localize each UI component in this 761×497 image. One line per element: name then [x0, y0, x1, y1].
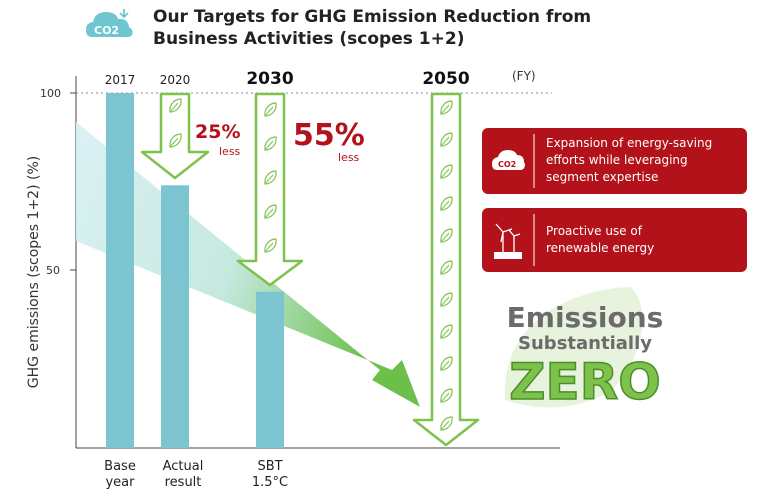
- category-label-sbt-1: SBT: [257, 459, 282, 474]
- chart-title-line2: Business Activities (scopes 1+2): [153, 29, 464, 49]
- category-label-actual-2: result: [165, 475, 202, 490]
- x-unit-label: (FY): [512, 69, 536, 83]
- measure-renewable-energy: Proactive use of renewable energy: [482, 208, 747, 272]
- measure-renewable-line2: renewable energy: [546, 241, 654, 255]
- measure-renewable-line1: Proactive use of: [546, 224, 643, 238]
- year-label-2030: 2030: [246, 69, 293, 89]
- co2-cloud-icon: CO2: [86, 9, 133, 37]
- year-label-2050: 2050: [422, 69, 469, 89]
- year-label-2020: 2020: [160, 73, 191, 87]
- chart-title-line1: Our Targets for GHG Emission Reduction f…: [153, 7, 591, 27]
- category-label-base-2: year: [105, 475, 135, 490]
- target-label-emissions: Emissions: [507, 301, 664, 334]
- y-axis-label: GHG emissions (scopes 1+2) (%): [26, 156, 42, 388]
- category-label-sbt-2: 1.5°C: [252, 475, 288, 490]
- ytick-50: 50: [46, 264, 60, 277]
- wind-solar-icon: [494, 223, 522, 259]
- bar-sbt: [256, 291, 284, 448]
- co2-icon: CO2: [492, 150, 525, 170]
- measure-energy-saving: CO2 Expansion of energy-saving efforts w…: [482, 128, 747, 194]
- target-label-zero: ZERO: [509, 353, 660, 411]
- reduction-arrow-2050: [412, 92, 480, 447]
- measure-energy-saving-line1: Expansion of energy-saving: [546, 136, 712, 150]
- co2-badge-text: CO2: [94, 24, 119, 37]
- measure-energy-saving-line2: efforts while leveraging: [546, 153, 688, 167]
- reduction-2020-word: less: [219, 145, 241, 158]
- target-leaf-shape: [504, 287, 643, 408]
- reduction-2030-percent: 55%: [293, 118, 365, 153]
- svg-text:CO2: CO2: [498, 160, 516, 169]
- bar-base-year: [106, 93, 134, 448]
- reduction-arrow-2030: [236, 92, 304, 287]
- reduction-arrow-2020: [140, 92, 210, 180]
- category-label-actual-1: Actual: [163, 459, 204, 474]
- header: CO2 Our Targets for GHG Emission Reducti…: [86, 7, 591, 49]
- reduction-2030-word: less: [338, 151, 360, 164]
- category-label-base-1: Base: [104, 459, 136, 474]
- bar-actual-result: [161, 185, 189, 449]
- target-label-substantially: Substantially: [518, 333, 652, 354]
- measure-energy-saving-line3: segment expertise: [546, 170, 658, 184]
- ytick-100: 100: [40, 87, 61, 100]
- reduction-2020-percent: 25%: [195, 121, 240, 143]
- year-label-2017: 2017: [105, 73, 136, 87]
